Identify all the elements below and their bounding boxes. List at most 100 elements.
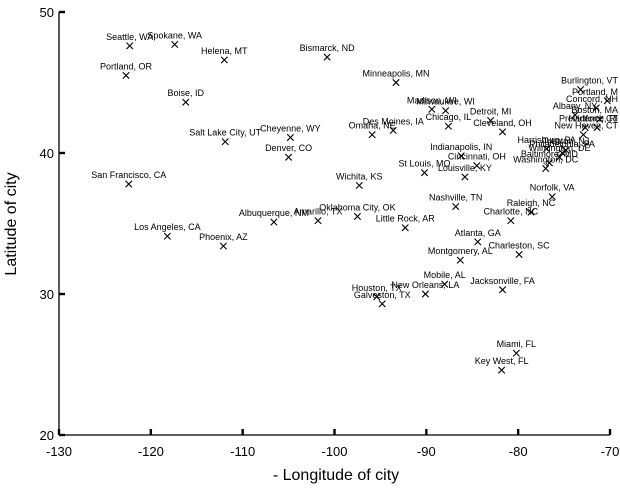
point-label: Indianapolis, IN [430, 142, 492, 152]
point-label: Chicago, IL [426, 112, 472, 122]
point-marker [355, 181, 363, 190]
data-point: Des Moines, IA [363, 116, 424, 135]
point-label: Seattle, WA [106, 32, 153, 42]
point-marker [392, 78, 400, 87]
point-label: Madison, WI [407, 95, 457, 105]
point-label: Salt Lake City, UT [189, 128, 261, 138]
data-point: Wichita, KS [336, 171, 383, 190]
point-label: Boston, MA [571, 105, 618, 115]
point-label: Spokane, WA [147, 30, 202, 40]
point-label: Burlington, VT [561, 76, 619, 86]
point-label: Amarillo, TX [294, 207, 343, 217]
point-label: Charleston, SC [489, 241, 551, 251]
x-tick-label: -70 [601, 444, 620, 459]
data-point: Little Rock, AR [376, 214, 436, 232]
point-label: Concord, NH [566, 94, 618, 104]
x-tick-label: -80 [509, 444, 528, 459]
data-point: Cheyenne, WY [260, 123, 321, 142]
point-marker [527, 208, 535, 216]
data-point: Philadelphia, PA [530, 139, 595, 157]
data-point: Washington, DC [513, 155, 579, 173]
point-marker [378, 300, 386, 308]
x-tick-label: -90 [417, 444, 436, 459]
point-label: Hartford, CT [568, 114, 618, 124]
point-label: Montgomery, AL [428, 246, 493, 256]
point-label: Boise, ID [167, 88, 204, 98]
point-marker [555, 153, 564, 161]
data-point: New Orleans, LA [391, 280, 459, 298]
data-point: Montgomery, AL [428, 246, 493, 264]
point-marker [457, 152, 465, 160]
data-point: Chicago, IL [426, 112, 472, 130]
point-label: Norfolk, VA [530, 183, 575, 193]
data-point: Houston, TX [352, 283, 402, 301]
point-marker [441, 280, 449, 288]
point-marker [498, 366, 506, 374]
data-point: Denver, CO [265, 143, 312, 161]
point-marker [220, 56, 228, 64]
data-point: Portland, OR [100, 61, 153, 80]
point-marker [577, 85, 585, 94]
data-point: Madison, WI [407, 95, 457, 113]
data-point: Harrisburg, PA [517, 135, 576, 153]
point-marker [284, 153, 293, 161]
data-point: Trenton, NJ [543, 136, 590, 154]
point-label: Baltimore, MD [521, 149, 579, 159]
point-label: New Orleans, LA [391, 280, 459, 290]
data-point: Phoenix, AZ [199, 232, 248, 250]
point-marker [452, 202, 460, 211]
point-marker [270, 218, 278, 226]
point-label: Minneapolis, MN [363, 69, 430, 79]
point-label: Charlotte, NC [484, 207, 539, 217]
data-point: Jacksonville, FA [470, 276, 535, 294]
point-label: Houston, TX [352, 283, 402, 293]
data-point: Boston, MA [571, 105, 618, 123]
point-label: Wichita, KS [336, 171, 383, 181]
data-point: Charlotte, NC [484, 207, 539, 225]
data-point: Amarillo, TX [294, 207, 343, 225]
data-point: Detroit, MI [470, 107, 511, 125]
point-label: Washington, DC [513, 155, 579, 165]
point-marker [125, 180, 133, 188]
x-axis-title: - Longitude of city [273, 467, 399, 484]
plot-area: -130 -120 -110 -100 -90 -80 -70 20 30 40 50 Seatt… [40, 5, 620, 459]
point-marker [592, 104, 600, 112]
point-marker [420, 169, 429, 177]
point-label: Wilmington, DE [528, 143, 590, 153]
point-marker [221, 138, 229, 146]
data-point: Los Angeles, CA [134, 222, 201, 240]
point-marker [353, 212, 362, 221]
point-label: Omaha, NE [349, 121, 396, 131]
point-marker [596, 115, 604, 123]
point-label: Portland, M [572, 87, 618, 97]
point-marker [542, 164, 550, 173]
data-point: Hartford, CT [568, 114, 618, 132]
x-axis-ticks: -130 -120 -110 -100 -90 -80 -70 [46, 429, 619, 459]
data-point: Raleigh, NC [507, 198, 556, 216]
point-label: St Louis, MO [398, 159, 450, 169]
point-marker [545, 159, 553, 167]
point-label: Providence, RI [559, 114, 618, 124]
point-marker [373, 293, 381, 301]
data-point: Providence, RI [559, 114, 618, 132]
point-label: Trenton, NJ [543, 136, 590, 146]
data-point: San Francisco, CA [91, 170, 166, 188]
point-label: Oklahoma City, OK [319, 202, 395, 212]
point-label: Little Rock, AR [376, 214, 436, 224]
point-label: Milwaukee, WI [416, 97, 475, 107]
point-marker [515, 250, 523, 259]
point-label: Cleveland, OH [473, 118, 532, 128]
point-marker [562, 146, 570, 154]
point-label: Harrisburg, PA [517, 135, 575, 145]
point-marker [428, 105, 436, 113]
point-marker [558, 149, 566, 157]
point-label: Mobile, AL [424, 270, 466, 280]
point-marker [122, 71, 130, 80]
point-label: Denver, CO [265, 143, 312, 153]
point-marker [401, 224, 409, 232]
data-point: Cleveland, OH [473, 118, 532, 136]
point-label: Louisville, KY [438, 163, 492, 173]
data-point: Wilmington, DE [528, 143, 590, 161]
